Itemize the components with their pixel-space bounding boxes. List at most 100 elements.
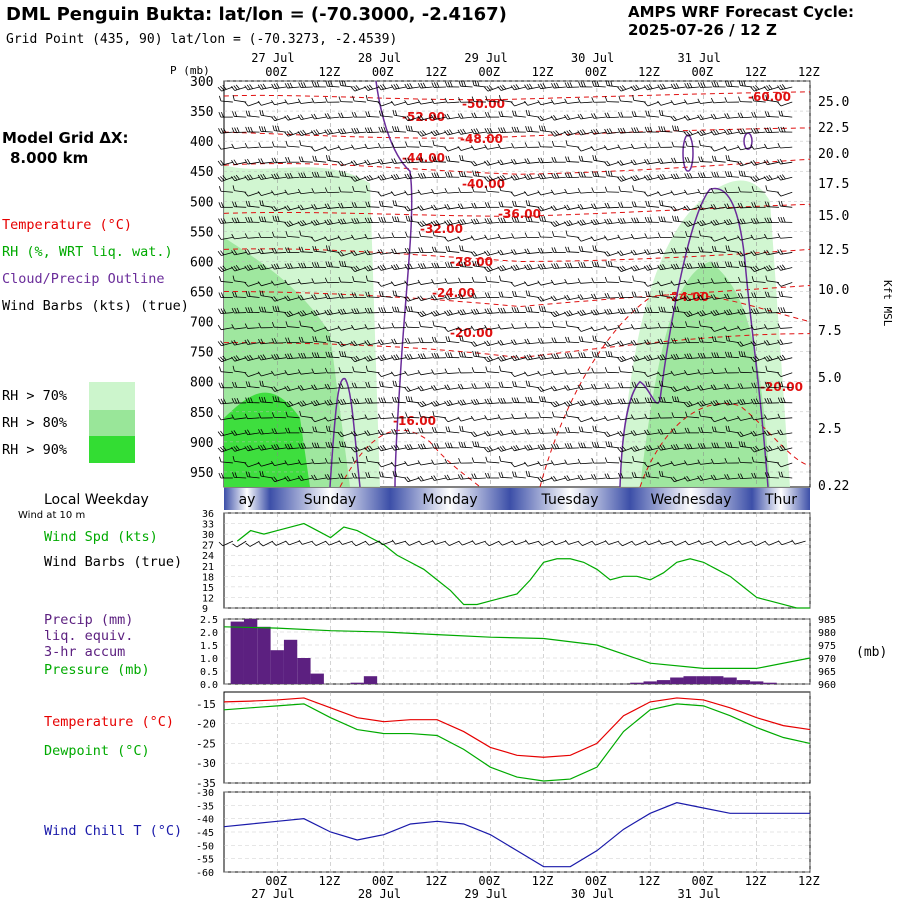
wind-barb	[617, 175, 633, 182]
wind-barb	[417, 114, 433, 121]
wind-barb	[512, 290, 526, 298]
wind-barb	[618, 185, 633, 193]
wind-barb	[764, 472, 779, 479]
wind-barb	[632, 365, 646, 374]
wind-barb	[551, 172, 566, 179]
wind-barb	[337, 235, 353, 241]
wind-barb	[577, 294, 593, 300]
wind-barb	[231, 84, 247, 91]
wind-barb	[418, 157, 433, 163]
wind-barb	[244, 413, 260, 420]
wind-barb	[724, 277, 739, 284]
wind-barb	[645, 381, 660, 389]
wind-barb	[217, 340, 233, 347]
wind-barb	[244, 84, 260, 91]
wind-barb	[591, 261, 606, 268]
wind-barb	[644, 142, 660, 149]
wind-barb	[459, 154, 473, 163]
wind-barb	[351, 144, 367, 150]
wind-barb	[472, 441, 486, 449]
wind-barb	[430, 294, 447, 301]
wind-barb	[564, 82, 580, 88]
wind-barb	[459, 335, 473, 344]
wind-barb	[551, 247, 566, 253]
wind-barb	[684, 443, 700, 450]
wind-barb	[737, 431, 753, 437]
wind-barb	[578, 336, 593, 344]
wind-barb	[484, 430, 500, 437]
wind-barb	[310, 146, 327, 152]
wind-barb	[630, 430, 646, 436]
wind-barb	[444, 146, 460, 152]
wind-barb	[390, 264, 407, 271]
wind-barb	[671, 321, 686, 329]
temperature-contour	[223, 333, 811, 359]
wind-barb	[577, 417, 593, 423]
top-hour-label: 00Z	[265, 65, 287, 79]
wind-barb	[445, 245, 460, 253]
wind-barb	[698, 320, 713, 329]
wind-barb	[231, 174, 247, 182]
wind-barb	[350, 355, 367, 363]
wind-barb	[538, 412, 553, 419]
wind-barb	[725, 245, 740, 253]
wind-barb	[484, 398, 500, 405]
wind-barb	[325, 335, 340, 344]
wind-barb	[338, 457, 353, 464]
cloud-outline	[682, 134, 694, 172]
wind-barb	[631, 397, 646, 404]
wind-barb	[550, 385, 566, 392]
wind-barb	[564, 114, 580, 120]
temperature-contour-label: -52.00	[402, 110, 445, 124]
wind-barb	[617, 415, 633, 421]
wind-barb	[657, 354, 673, 361]
kft-tick-label: 2.5	[818, 422, 841, 437]
wind-barb	[577, 146, 593, 152]
wind-barb	[324, 416, 340, 422]
wind-barb	[537, 296, 553, 302]
wind-barb	[457, 113, 473, 119]
wind-barb	[764, 233, 779, 240]
wind-barb	[524, 371, 540, 377]
wind-barb	[365, 275, 380, 283]
model-grid-value: 8.000 km	[10, 149, 89, 167]
wind-barb	[725, 425, 740, 434]
wind-barb	[578, 426, 593, 434]
top-hour-label: 12Z	[532, 65, 554, 79]
wind-barb	[657, 232, 673, 238]
weekday-label: Sunday	[304, 492, 356, 508]
wind-barb	[284, 263, 300, 269]
wind-barb	[617, 234, 633, 240]
wind-barb	[764, 217, 779, 224]
wind-barb	[431, 352, 446, 359]
wind-barb	[472, 80, 486, 88]
wind-barb	[312, 245, 327, 253]
wind-barb	[657, 83, 673, 90]
wind-barb	[297, 188, 313, 195]
pressure-tick-label: 600	[190, 255, 213, 270]
wind-barb	[325, 154, 340, 163]
temperature-line	[223, 697, 811, 758]
wind-barb	[471, 398, 486, 405]
wind-barb	[285, 337, 300, 344]
bottom-hour-label: 00Z	[265, 874, 287, 888]
wind-barb	[630, 445, 646, 452]
surface-wind-barb	[738, 540, 753, 545]
wind-barb	[563, 219, 580, 227]
wind-barb	[364, 430, 380, 436]
wind-barb	[231, 339, 247, 346]
wind-barb	[244, 101, 260, 107]
wind-barb	[590, 113, 606, 119]
wind-barb	[324, 458, 340, 464]
wind-barb	[272, 215, 287, 223]
wind-barb	[324, 203, 340, 209]
wind-barb	[284, 475, 300, 482]
wind-barb	[431, 82, 446, 88]
pressure-tick-label: 950	[190, 466, 213, 481]
wind-barb	[630, 414, 646, 420]
precip-bar	[736, 680, 751, 684]
wind-barb	[310, 399, 327, 407]
wind-barb	[298, 172, 313, 179]
wind-barb	[284, 99, 300, 105]
wind-barb	[391, 338, 407, 345]
